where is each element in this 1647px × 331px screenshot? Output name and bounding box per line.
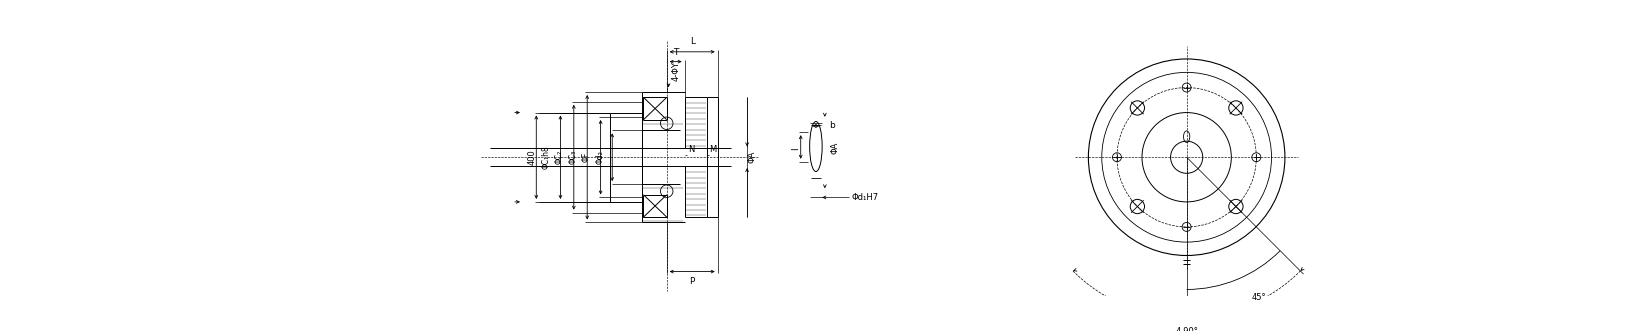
- Text: Φd₁H7: Φd₁H7: [851, 193, 879, 202]
- Text: ΦC₁h8: ΦC₁h8: [542, 145, 550, 169]
- Text: N: N: [688, 145, 695, 154]
- Text: b: b: [830, 121, 835, 130]
- Text: ΦA: ΦA: [830, 142, 840, 155]
- Text: 400: 400: [527, 149, 537, 165]
- Text: l: l: [791, 147, 800, 150]
- Text: P: P: [690, 277, 695, 286]
- Text: 4-ΦY: 4-ΦY: [672, 61, 682, 80]
- Text: 45°: 45°: [1252, 293, 1267, 302]
- Text: ΦA: ΦA: [748, 151, 756, 164]
- Text: ΦC₂: ΦC₂: [555, 150, 563, 165]
- Text: ΦC₃: ΦC₃: [568, 150, 578, 165]
- Text: L: L: [690, 37, 695, 46]
- Text: ΦF: ΦF: [581, 152, 591, 162]
- Text: M: M: [708, 145, 716, 154]
- Text: 4-90°: 4-90°: [1176, 327, 1197, 331]
- Text: T: T: [674, 48, 679, 57]
- Text: Φd₂: Φd₂: [595, 150, 604, 164]
